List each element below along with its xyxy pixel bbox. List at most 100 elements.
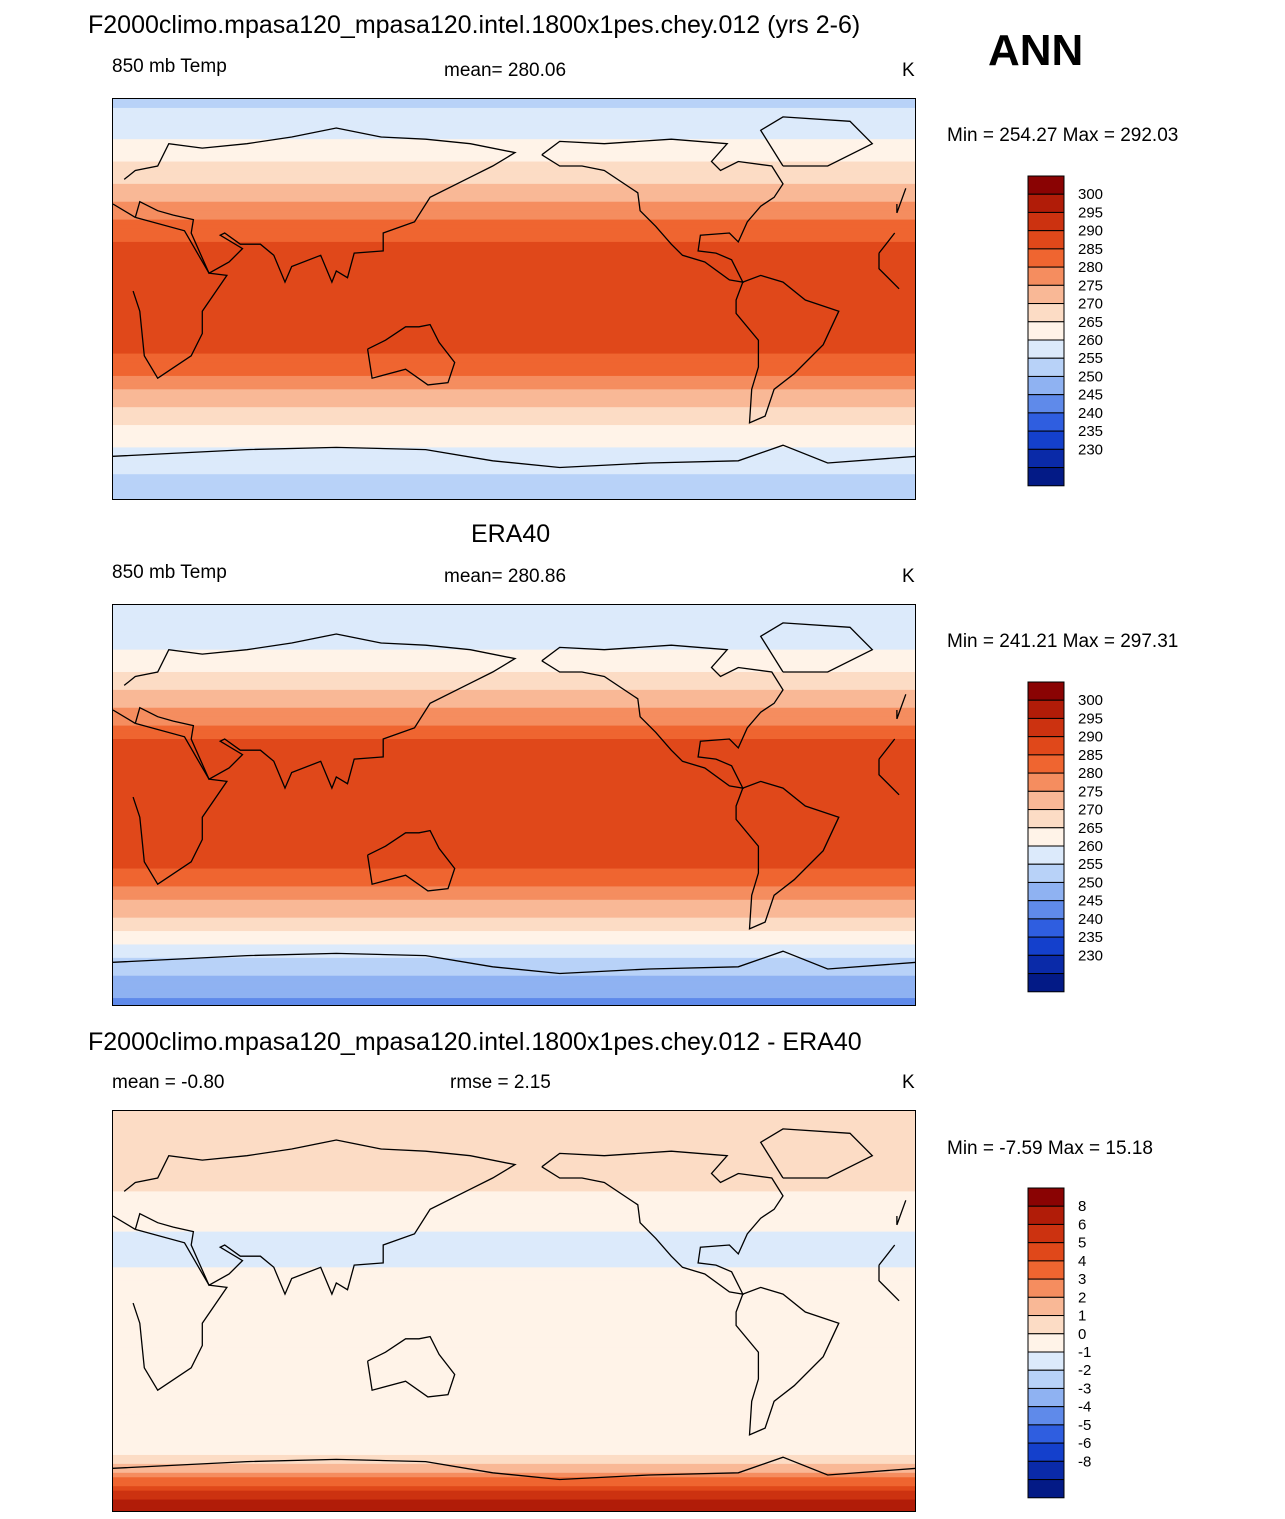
colorbar-box [1027, 211, 1065, 232]
map-band [113, 1128, 915, 1134]
map-band [113, 926, 915, 932]
map-band [113, 286, 915, 292]
map-band [113, 237, 915, 243]
map-band [113, 953, 915, 959]
map-band [113, 868, 915, 874]
map-band [113, 636, 915, 642]
map-band [113, 1160, 915, 1166]
map-band [113, 1276, 915, 1282]
coastline [366, 829, 456, 892]
map-band [113, 465, 915, 471]
map-band [113, 179, 915, 185]
panel-1-title: F2000climo.mpasa120_mpasa120.intel.1800x… [88, 11, 861, 39]
map-band [113, 429, 915, 435]
map-band [113, 913, 915, 919]
colorbar-box [1027, 1460, 1065, 1481]
map-band [113, 1213, 915, 1219]
colorbar-box [1027, 303, 1065, 323]
colorbar-box [1027, 339, 1065, 359]
map-band [113, 1186, 915, 1192]
colorbar-tick-label: 235 [1078, 929, 1103, 946]
coastline [759, 622, 874, 673]
map-band [113, 739, 915, 744]
colorbar-tick-label: 240 [1078, 405, 1103, 422]
panel-3-map [112, 1110, 916, 1512]
coastline [759, 116, 874, 167]
colorbar-box [1027, 175, 1065, 195]
colorbar-box [1027, 918, 1065, 938]
map-band [113, 1405, 915, 1411]
colorbar-box [1027, 1296, 1065, 1317]
colorbar-box [1027, 1442, 1065, 1462]
map-band [113, 438, 915, 444]
colorbar-box [1027, 681, 1065, 701]
map-band [113, 904, 915, 910]
map-band [113, 1361, 915, 1367]
map-band [113, 743, 915, 749]
map-band [113, 971, 915, 977]
map-band [113, 420, 915, 426]
map-band [113, 877, 915, 883]
colorbar-tick-label: 285 [1078, 747, 1103, 764]
colorbar-tick-label: -4 [1078, 1399, 1091, 1416]
panel-1-left-label: 850 mb Temp [112, 56, 227, 77]
map-band [113, 157, 915, 163]
map-band [113, 1446, 915, 1451]
map-band [113, 308, 915, 314]
map-band [113, 174, 915, 180]
panel-3-units: K [902, 1072, 915, 1093]
map-band [113, 962, 915, 968]
colorbar-box [1027, 845, 1065, 865]
map-band [113, 1169, 915, 1175]
map-band [113, 340, 915, 346]
colorbar-box [1027, 1278, 1065, 1298]
panel-2-map [112, 604, 916, 1006]
colorbar-tick-label: 5 [1078, 1235, 1086, 1252]
colorbar-box [1027, 754, 1065, 774]
panel-3-map-plot [113, 1111, 915, 1511]
map-band [113, 389, 915, 395]
map-band [113, 832, 915, 838]
map-band [113, 1387, 915, 1393]
map-band [113, 899, 915, 905]
map-band [113, 282, 915, 288]
panel-1-colorbar: 3002952902852802752702652602552502452402… [1027, 175, 1103, 487]
map-band [113, 761, 915, 767]
colorbar-tick-label: 265 [1078, 314, 1103, 331]
panel-1-minmax: Min = 254.27 Max = 292.03 [947, 125, 1179, 146]
map-band [113, 944, 915, 950]
map-band [113, 613, 915, 619]
coastline [132, 216, 900, 380]
map-band [113, 1209, 915, 1215]
colorbar-tick-label: 300 [1078, 692, 1103, 709]
map-band [113, 1329, 915, 1335]
map-band [113, 828, 915, 834]
map-band [113, 322, 915, 328]
map-band [113, 1508, 915, 1511]
colorbar-tick-label: 2 [1078, 1289, 1086, 1306]
map-band [113, 1383, 915, 1389]
map-band [113, 1334, 915, 1340]
map-band [113, 1195, 915, 1201]
map-band [113, 1454, 915, 1460]
map-band [113, 1495, 915, 1501]
map-band [113, 371, 915, 377]
map-band [113, 984, 915, 990]
map-band [113, 935, 915, 941]
map-band [113, 402, 915, 408]
colorbar-box [1027, 1315, 1065, 1335]
colorbar-box [1027, 1205, 1065, 1225]
map-band [113, 170, 915, 176]
coastline [113, 127, 907, 284]
map-band [113, 1312, 915, 1317]
map-band [113, 1325, 915, 1331]
map-band [113, 197, 915, 203]
panel-1-map [112, 98, 916, 500]
map-band [113, 689, 915, 695]
colorbar-tick-label: 6 [1078, 1216, 1086, 1233]
map-band [113, 469, 915, 475]
map-band [113, 1294, 915, 1300]
map-band [113, 1178, 915, 1183]
colorbar-tick-label: 260 [1078, 838, 1103, 855]
map-band [113, 1352, 915, 1358]
